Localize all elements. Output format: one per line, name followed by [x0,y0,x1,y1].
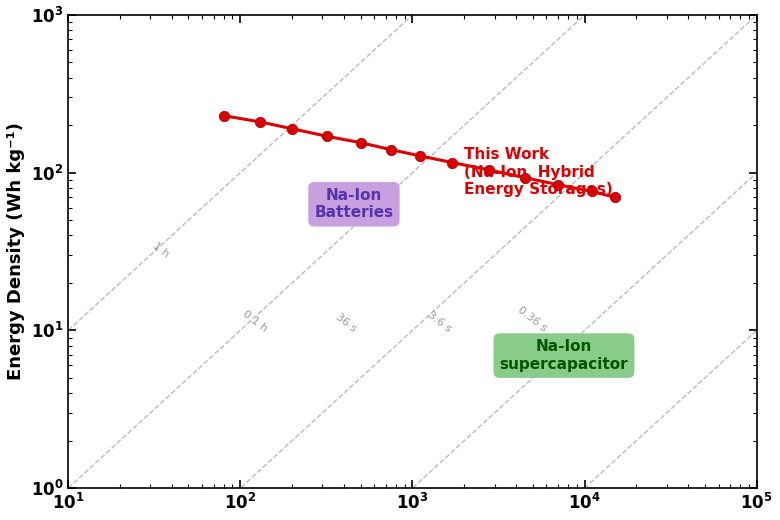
Text: 3.6 s: 3.6 s [426,309,453,334]
Text: Na-Ion
Batteries: Na-Ion Batteries [314,188,393,220]
Text: 0.36 s: 0.36 s [516,305,549,334]
Text: 1 h: 1 h [151,241,170,260]
Text: This Work
(Na-Ion  Hybrid
Energy Storages): This Work (Na-Ion Hybrid Energy Storages… [464,148,613,197]
Text: 0.1 h: 0.1 h [240,309,269,334]
Text: 36 s: 36 s [334,311,359,334]
Y-axis label: Energy Density (Wh kg⁻¹): Energy Density (Wh kg⁻¹) [7,123,25,381]
Text: Na-Ion
supercapacitor: Na-Ion supercapacitor [500,340,628,372]
